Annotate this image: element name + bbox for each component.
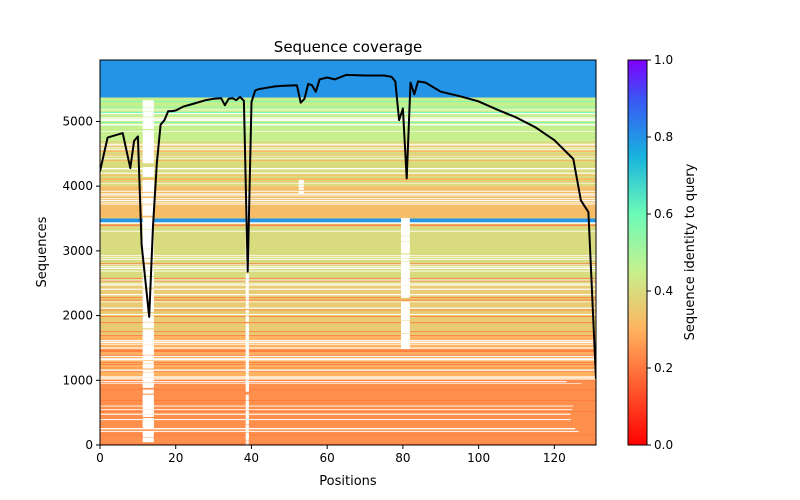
y-tick-label: 5000 [62,114,93,128]
colorbar-ticks: 0.0 0.2 0.4 0.6 0.8 1.0 [647,53,673,452]
y-axis-label: Sequences [35,216,50,287]
identity-band [100,283,596,335]
y-axis-ticks: 0 1000 2000 3000 4000 5000 [62,114,100,452]
x-tick-label: 80 [395,451,410,465]
identity-band [100,380,596,445]
identity-band [100,60,596,98]
coverage-line [100,73,596,380]
x-tick-label: 0 [96,451,104,465]
sequence-rows [100,101,596,445]
colorbar-tick-label: 0.6 [654,207,673,221]
colorbar-tick-label: 1.0 [654,53,673,67]
colorbar-tick-label: 0.0 [654,438,673,452]
identity-band [100,222,596,284]
identity-band [100,218,596,223]
colorbar-tick-label: 0.8 [654,130,673,144]
y-tick-label: 2000 [62,309,93,323]
x-axis-label: Positions [319,474,377,489]
colorbar [627,59,648,446]
y-tick-label: 3000 [62,244,93,258]
y-tick-label: 4000 [62,179,93,193]
colorbar-tick-label: 0.4 [654,284,673,298]
x-tick-label: 20 [168,451,183,465]
x-tick-label: 60 [320,451,335,465]
gap-columns [142,100,410,445]
heatmap-area [100,60,596,445]
x-axis-ticks: 0 20 40 60 80 100 120 [96,445,566,465]
colorbar-tick-label: 0.2 [654,361,673,375]
x-tick-label: 120 [543,451,566,465]
plot-frame [99,59,597,446]
colorbar-label: Sequence identity to query [683,163,698,340]
chart-title: Sequence coverage [274,38,422,56]
x-tick-label: 100 [467,451,490,465]
y-tick-label: 1000 [62,373,93,387]
y-tick-label: 0 [85,438,93,452]
x-tick-label: 40 [244,451,259,465]
identity-band [100,335,596,381]
